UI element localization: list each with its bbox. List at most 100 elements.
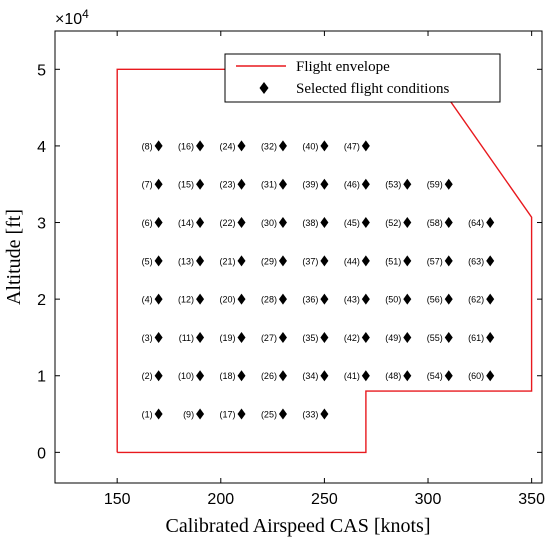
condition-label: (57) — [427, 256, 443, 266]
condition-marker — [444, 293, 453, 305]
x-tick-label: 300 — [415, 491, 442, 508]
condition-label: (38) — [302, 218, 318, 228]
condition-label: (15) — [178, 180, 194, 190]
y-tick-label: 2 — [37, 292, 46, 309]
condition-label: (63) — [468, 256, 484, 266]
condition-marker — [237, 178, 246, 190]
condition-marker — [361, 293, 370, 305]
condition-label: (11) — [179, 333, 194, 343]
condition-label: (14) — [178, 218, 194, 228]
condition-marker — [278, 370, 287, 382]
condition-label: (56) — [427, 295, 443, 305]
condition-label: (42) — [344, 333, 360, 343]
y-exponent-label: ×104 — [55, 7, 89, 28]
condition-label: (34) — [302, 371, 318, 381]
condition-marker — [320, 293, 329, 305]
legend-diamond-marker — [259, 82, 269, 94]
condition-label: (61) — [468, 333, 484, 343]
condition-label: (8) — [142, 141, 153, 151]
condition-marker — [196, 293, 205, 305]
plot-layer: (1) (2) (3) (4) (5) (6) (7) (8) (9) (10) (11) (12) (… — [116, 68, 533, 454]
condition-label: (32) — [261, 141, 277, 151]
condition-marker — [237, 255, 246, 267]
condition-marker — [154, 178, 163, 190]
condition-label: (35) — [302, 333, 318, 343]
condition-marker — [196, 370, 205, 382]
condition-label: (13) — [178, 256, 194, 266]
condition-marker — [320, 140, 329, 152]
condition-marker — [237, 331, 246, 343]
condition-label: (58) — [427, 218, 443, 228]
condition-marker — [196, 140, 205, 152]
condition-label: (29) — [261, 256, 277, 266]
axes-box — [54, 30, 543, 484]
condition-marker — [486, 293, 495, 305]
condition-label: (64) — [468, 218, 484, 228]
condition-marker — [196, 408, 205, 420]
condition-marker — [278, 408, 287, 420]
condition-label: (33) — [302, 410, 318, 420]
condition-label: (47) — [344, 141, 360, 151]
condition-marker — [278, 293, 287, 305]
condition-marker — [486, 331, 495, 343]
condition-label: (40) — [302, 141, 318, 151]
condition-marker — [196, 331, 205, 343]
y-tick-label: 5 — [37, 62, 46, 79]
condition-marker — [237, 293, 246, 305]
condition-marker — [154, 293, 163, 305]
y-tick-label: 1 — [37, 369, 46, 386]
condition-marker — [278, 255, 287, 267]
condition-label: (7) — [142, 180, 153, 190]
condition-label: (59) — [427, 180, 443, 190]
condition-marker — [361, 370, 370, 382]
condition-label: (17) — [219, 410, 235, 420]
condition-label: (55) — [427, 333, 443, 343]
x-axis-title: Calibrated Airspeed CAS [knots] — [166, 515, 431, 537]
condition-label: (31) — [261, 180, 277, 190]
condition-marker — [486, 217, 495, 229]
condition-marker — [154, 217, 163, 229]
condition-label: (60) — [468, 371, 484, 381]
condition-label: (37) — [302, 256, 318, 266]
condition-marker — [237, 370, 246, 382]
condition-label: (27) — [261, 333, 277, 343]
condition-marker — [320, 178, 329, 190]
condition-label: (41) — [344, 371, 360, 381]
condition-label: (1) — [142, 410, 153, 420]
condition-marker — [196, 255, 205, 267]
condition-label: (28) — [261, 295, 277, 305]
condition-marker — [444, 178, 453, 190]
condition-marker — [320, 255, 329, 267]
condition-label: (25) — [261, 410, 277, 420]
condition-marker — [278, 331, 287, 343]
condition-marker — [237, 217, 246, 229]
condition-label: (23) — [219, 180, 235, 190]
condition-marker — [403, 370, 412, 382]
condition-label: (49) — [385, 333, 401, 343]
condition-label: (3) — [142, 333, 153, 343]
condition-label: (48) — [385, 371, 401, 381]
condition-marker — [154, 370, 163, 382]
condition-label: (10) — [178, 371, 194, 381]
legend-box — [224, 53, 501, 103]
condition-label: (54) — [427, 371, 443, 381]
condition-marker — [444, 370, 453, 382]
condition-label: (18) — [219, 371, 235, 381]
condition-marker — [237, 408, 246, 420]
condition-label: (46) — [344, 180, 360, 190]
condition-label: (9) — [183, 410, 194, 420]
condition-label: (20) — [219, 295, 235, 305]
legend-conditions-label: Selected flight conditions — [296, 81, 449, 97]
condition-marker — [444, 217, 453, 229]
condition-label: (19) — [219, 333, 235, 343]
x-tick-label: 200 — [207, 491, 234, 508]
condition-marker — [361, 331, 370, 343]
condition-label: (4) — [142, 295, 153, 305]
condition-marker — [154, 331, 163, 343]
condition-marker — [361, 255, 370, 267]
condition-label: (43) — [344, 295, 360, 305]
condition-label: (12) — [178, 295, 194, 305]
condition-marker — [403, 331, 412, 343]
condition-marker — [486, 370, 495, 382]
condition-label: (30) — [261, 218, 277, 228]
